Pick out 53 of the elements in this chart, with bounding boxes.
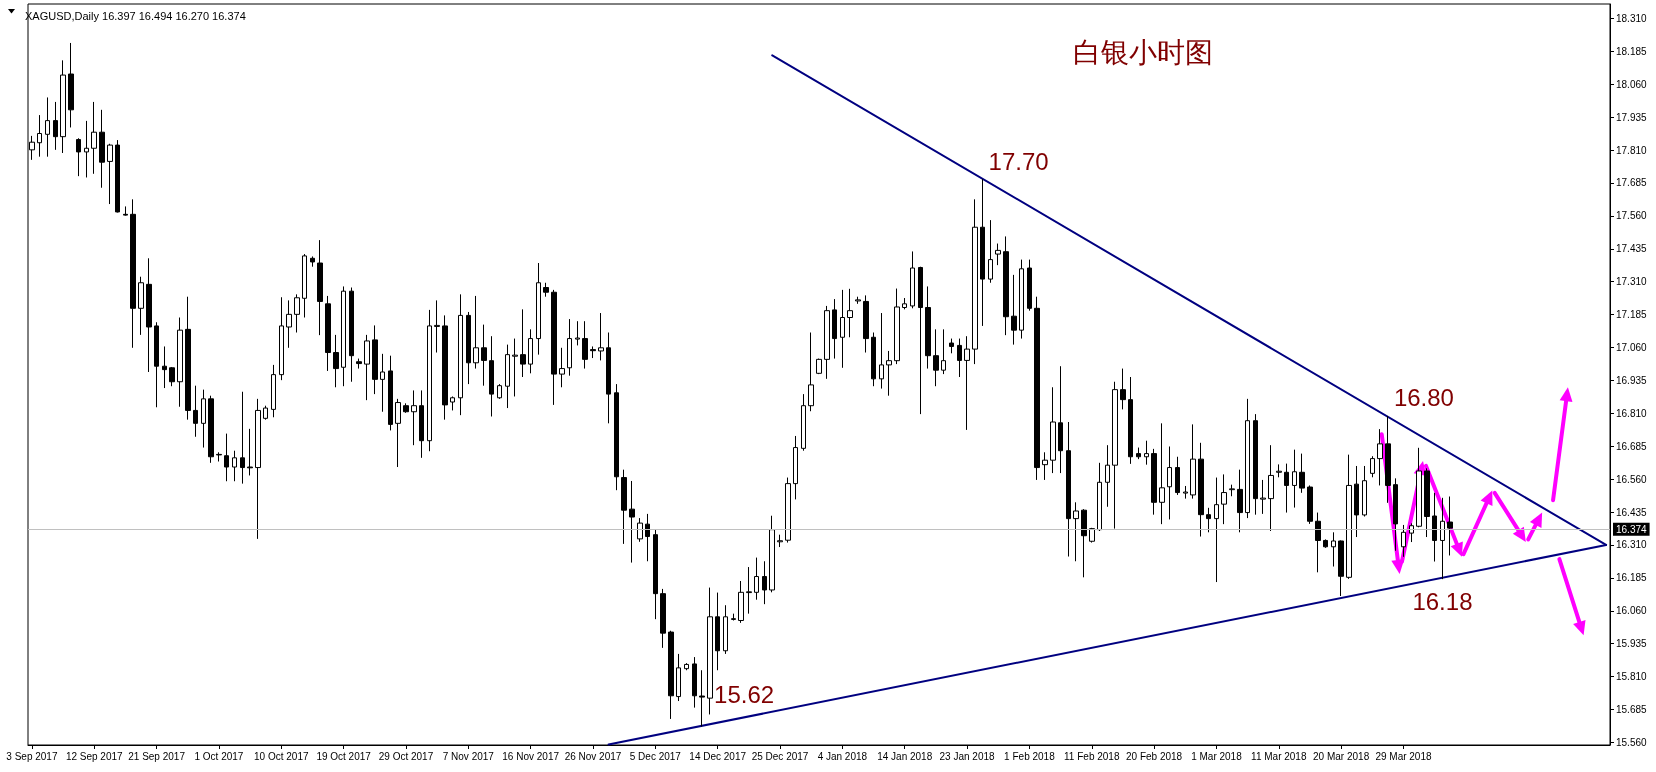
y-tick-label: 17.310 <box>1616 276 1648 288</box>
y-tick-label: 18.310 <box>1616 12 1648 24</box>
y-tick-label: 17.685 <box>1616 177 1648 189</box>
x-tick-label: 1 Feb 2018 <box>1004 750 1056 762</box>
y-tick-label: 17.435 <box>1616 243 1648 255</box>
x-tick-label: 21 Sep 2017 <box>128 750 186 762</box>
y-tick-label: 16.685 <box>1616 440 1648 452</box>
x-tick-label: 14 Dec 2017 <box>689 750 747 762</box>
y-tick-label: 16.935 <box>1616 374 1648 386</box>
x-tick-label: 11 Mar 2018 <box>1251 750 1307 762</box>
y-tick-label: 16.310 <box>1616 539 1648 551</box>
annotation: 16.18 <box>1412 587 1473 615</box>
x-tick-label: 29 Oct 2017 <box>378 750 434 762</box>
y-tick-label: 16.435 <box>1616 506 1648 518</box>
text: XAGUSD,Daily 16.397 16.494 16.270 16.374 <box>25 9 246 22</box>
x-tick-label: 14 Jan 2018 <box>877 750 933 762</box>
y-tick-label: 15.935 <box>1616 638 1648 650</box>
x-tick-label: 16 Nov 2017 <box>502 750 560 762</box>
y-tick-label: 17.560 <box>1616 210 1648 222</box>
y-tick-label: 18.060 <box>1616 78 1648 90</box>
x-tick-label: 29 Mar 2018 <box>1375 750 1432 762</box>
annotation: 16.80 <box>1393 384 1454 412</box>
y-tick-label: 17.185 <box>1616 309 1648 321</box>
y-tick-label: 17.810 <box>1616 144 1648 156</box>
x-tick-label: 3 Sep 2017 <box>6 750 58 762</box>
ref-line-label: 16.374 <box>1616 523 1648 535</box>
y-tick-label: 16.185 <box>1616 572 1648 584</box>
x-tick-label: 7 Nov 2017 <box>442 750 495 762</box>
x-tick-label: 20 Feb 2018 <box>1126 750 1183 762</box>
annotation: 白银小时图 <box>1073 36 1214 68</box>
y-tick-label: 17.935 <box>1616 111 1648 123</box>
x-tick-label: 25 Dec 2017 <box>751 750 809 762</box>
y-tick-label: 17.060 <box>1616 342 1648 354</box>
x-tick-label: 20 Mar 2018 <box>1313 750 1370 762</box>
x-tick-label: 19 Oct 2017 <box>316 750 372 762</box>
x-tick-label: 26 Nov 2017 <box>564 750 622 762</box>
x-tick-label: 10 Oct 2017 <box>254 750 309 762</box>
y-tick-label: 16.810 <box>1616 407 1648 419</box>
y-tick-label: 18.185 <box>1616 45 1648 57</box>
x-tick-label: 1 Oct 2017 <box>194 750 244 762</box>
x-tick-label: 1 Mar 2018 <box>1191 750 1243 762</box>
annotation: 17.70 <box>988 147 1049 175</box>
y-tick-label: 15.810 <box>1616 671 1648 683</box>
x-tick-label: 4 Jan 2018 <box>817 750 868 762</box>
y-tick-label: 15.685 <box>1616 703 1648 715</box>
y-tick-label: 15.560 <box>1616 736 1648 748</box>
annotation: 15.62 <box>714 681 775 709</box>
y-tick-label: 16.060 <box>1616 605 1648 617</box>
y-tick-label: 16.560 <box>1616 473 1648 485</box>
x-tick-label: 5 Dec 2017 <box>629 750 682 762</box>
x-tick-label: 11 Feb 2018 <box>1064 750 1120 762</box>
x-tick-label: 12 Sep 2017 <box>65 750 124 762</box>
x-tick-label: 23 Jan 2018 <box>939 750 996 762</box>
